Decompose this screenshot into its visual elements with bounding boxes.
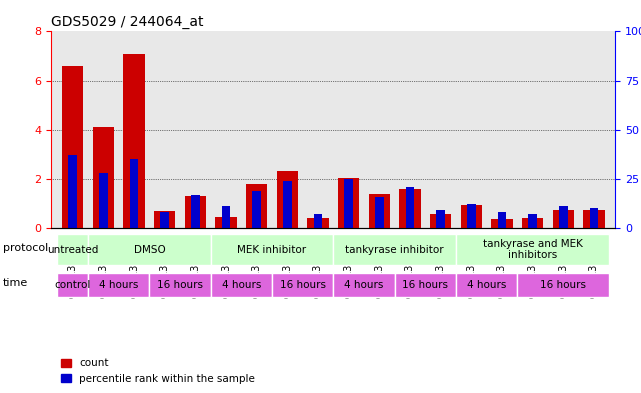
FancyBboxPatch shape — [88, 233, 211, 266]
Text: control: control — [54, 280, 91, 290]
Text: MEK inhibitor: MEK inhibitor — [237, 244, 306, 255]
Bar — [69, 155, 77, 228]
Bar — [253, 191, 261, 228]
Text: DMSO: DMSO — [133, 244, 165, 255]
FancyBboxPatch shape — [211, 233, 333, 266]
FancyBboxPatch shape — [58, 233, 88, 266]
FancyBboxPatch shape — [333, 273, 395, 298]
Bar — [215, 217, 237, 228]
Bar — [497, 212, 506, 228]
Bar — [93, 127, 114, 228]
FancyBboxPatch shape — [333, 233, 456, 266]
Bar — [344, 179, 353, 228]
Bar — [185, 196, 206, 228]
Bar — [277, 171, 298, 228]
Bar — [246, 184, 267, 228]
Legend: count, percentile rank within the sample: count, percentile rank within the sample — [56, 354, 260, 388]
FancyBboxPatch shape — [456, 233, 609, 266]
Bar — [338, 178, 360, 228]
Bar — [191, 195, 199, 228]
Text: 16 hours: 16 hours — [403, 280, 448, 290]
Bar — [559, 206, 567, 228]
Bar — [375, 196, 383, 228]
Text: GDS5029 / 244064_at: GDS5029 / 244064_at — [51, 15, 204, 29]
Bar — [123, 53, 145, 228]
FancyBboxPatch shape — [456, 273, 517, 298]
Bar — [313, 214, 322, 228]
Bar — [99, 173, 108, 228]
Text: 4 hours: 4 hours — [344, 280, 384, 290]
Bar — [62, 66, 83, 228]
Bar — [222, 206, 230, 228]
Bar — [129, 159, 138, 228]
Text: time: time — [3, 278, 28, 288]
Bar — [307, 218, 329, 228]
Bar — [437, 210, 445, 228]
FancyBboxPatch shape — [517, 273, 609, 298]
Text: 16 hours: 16 hours — [279, 280, 326, 290]
Bar — [369, 193, 390, 228]
Bar — [399, 189, 420, 228]
Bar — [154, 211, 176, 228]
Bar — [491, 219, 513, 228]
Bar — [553, 209, 574, 228]
Text: 4 hours: 4 hours — [467, 280, 506, 290]
Text: tankyrase and MEK
inhibitors: tankyrase and MEK inhibitors — [483, 239, 583, 260]
Bar — [590, 208, 598, 228]
Bar — [528, 214, 537, 228]
Bar — [460, 205, 482, 228]
FancyBboxPatch shape — [272, 273, 333, 298]
Bar — [283, 181, 292, 228]
FancyBboxPatch shape — [395, 273, 456, 298]
Bar — [406, 187, 414, 228]
Bar — [583, 209, 604, 228]
Text: untreated: untreated — [47, 244, 99, 255]
Bar — [467, 204, 476, 228]
FancyBboxPatch shape — [88, 273, 149, 298]
FancyBboxPatch shape — [211, 273, 272, 298]
Text: 4 hours: 4 hours — [222, 280, 261, 290]
Text: tankyrase inhibitor: tankyrase inhibitor — [345, 244, 444, 255]
Text: 16 hours: 16 hours — [540, 280, 587, 290]
Bar — [430, 215, 451, 228]
Text: protocol: protocol — [3, 242, 49, 253]
FancyBboxPatch shape — [149, 273, 211, 298]
Text: 4 hours: 4 hours — [99, 280, 138, 290]
Bar — [160, 212, 169, 228]
Text: 16 hours: 16 hours — [157, 280, 203, 290]
FancyBboxPatch shape — [58, 273, 88, 298]
Bar — [522, 218, 544, 228]
